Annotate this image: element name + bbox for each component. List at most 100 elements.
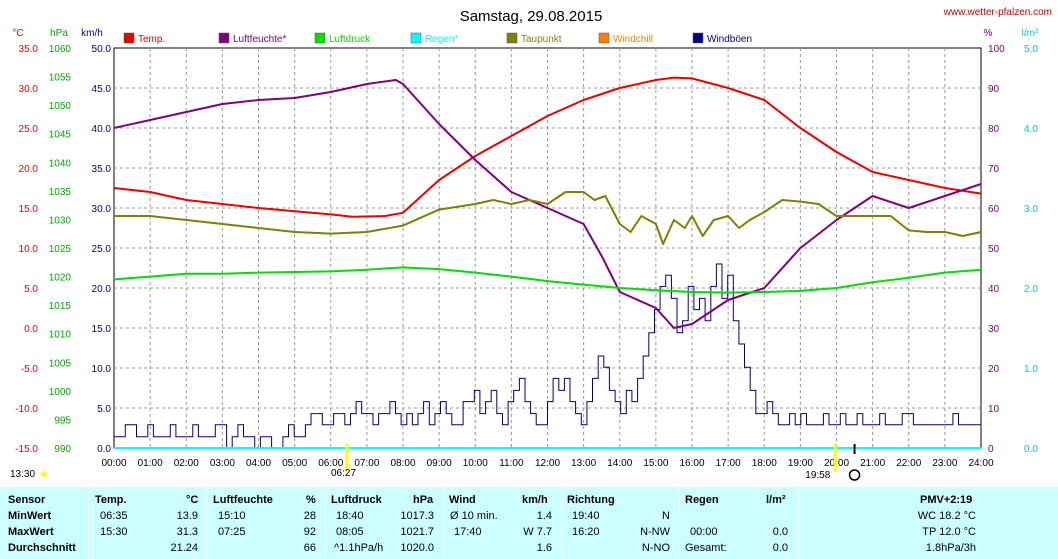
temp-tick-label: 10.0 — [19, 244, 39, 255]
legend-label: Windchill — [613, 34, 653, 45]
chart-title: Samstag, 29.08.2015 — [460, 8, 603, 25]
series-temp — [113, 76, 982, 218]
x-tick-label: 23:00 — [932, 458, 957, 469]
humidity-tick-label: 10 — [988, 404, 1000, 415]
x-tick-label: 04:00 — [246, 458, 271, 469]
min-press: 1017.3 — [400, 510, 434, 522]
humidity-tick-label: 80 — [988, 124, 1000, 135]
pressure-tick-label: 1030 — [49, 215, 72, 226]
humidity-tick-label: 20 — [988, 364, 1000, 375]
wind-tick-label: 20.0 — [92, 284, 112, 295]
rain-tick-label: 3.0 — [1024, 204, 1038, 215]
max-wind-time: 17:40 — [454, 526, 482, 538]
legend-label: Temp. — [138, 34, 165, 45]
max-dir-time: 16:20 — [572, 526, 600, 538]
row-label-avg: Durchschnitt — [8, 542, 76, 554]
rain-tick-label: 5.0 — [1024, 44, 1038, 55]
legend-label: Luftfeuchte* — [233, 34, 286, 45]
legend-swatch — [410, 32, 422, 44]
header-humidity: Luftfeuchte — [213, 494, 273, 506]
x-tick-label: 07:00 — [354, 458, 379, 469]
max-rain-time: 00:00 — [690, 526, 718, 538]
wind-tick-label: 0.0 — [97, 444, 111, 455]
wind-tick-label: 25.0 — [92, 244, 112, 255]
max-press-time: 08:05 — [336, 526, 364, 538]
pressure-tick-label: 1025 — [49, 244, 72, 255]
header-temp-unit: °C — [186, 494, 199, 506]
min-wind-label: Ø 10 min. — [450, 510, 498, 522]
max-rain: 0.0 — [772, 526, 788, 538]
series-taupunkt — [114, 191, 982, 245]
temp-tick-label: -10.0 — [15, 404, 38, 415]
min-hum: 28 — [303, 510, 316, 522]
moonphase-icon — [848, 469, 861, 481]
header-rain: Regen — [685, 494, 719, 506]
pressure-tick-label: 1005 — [49, 358, 72, 369]
pressure-tick-label: 1045 — [49, 130, 72, 141]
x-tick-label: 08:00 — [390, 458, 415, 469]
min-dir-time: 19:40 — [572, 510, 600, 522]
pressure-tick-label: 995 — [54, 415, 71, 426]
pressure-tick-label: 1040 — [49, 158, 72, 169]
x-tick-label: 06:00 — [318, 458, 343, 469]
pressure-tick-label: 1060 — [49, 44, 72, 55]
temp-tick-label: 5.0 — [24, 284, 38, 295]
header-wind: Wind — [449, 494, 476, 506]
header-pressure: Luftdruck — [331, 494, 382, 506]
x-tick-label: 12:00 — [535, 458, 560, 469]
legend-swatch — [506, 32, 518, 44]
humidity-tick-label: 100 — [988, 44, 1005, 55]
min-wind: 1.4 — [536, 510, 552, 522]
temp-tick-label: 20.0 — [19, 164, 39, 175]
temp-tick-label: 25.0 — [19, 124, 39, 135]
wind-tick-label: 35.0 — [92, 164, 112, 175]
legend-label: Windböen — [707, 34, 752, 45]
x-tick-label: 18:00 — [752, 458, 777, 469]
temp-tick-label: 15.0 — [19, 204, 39, 215]
temp-axis-unit: °C — [12, 28, 23, 39]
pressure-tick-label: 1035 — [49, 187, 72, 198]
wind-tick-label: 40.0 — [92, 124, 112, 135]
rain-tick-label: 0.0 — [1024, 444, 1038, 455]
wind-tick-label: 50.0 — [92, 44, 112, 55]
header-sensor: Sensor — [8, 494, 46, 506]
wind-axis-unit: km/h — [81, 28, 103, 39]
x-tick-label: 09:00 — [427, 458, 452, 469]
header-temp: Temp. — [95, 494, 127, 506]
humidity-tick-label: 50 — [988, 244, 1000, 255]
temp-tick-label: -5.0 — [21, 364, 39, 375]
legend-swatch — [314, 32, 326, 44]
x-tick-label: 02:00 — [174, 458, 199, 469]
pmv-windchill: WC 18.2 °C — [917, 510, 976, 522]
pmv-dewpoint: TP 12.0 °C — [922, 526, 976, 538]
pressure-tick-label: 1015 — [49, 301, 72, 312]
legend-swatch — [598, 32, 610, 44]
x-tick-label: 01:00 — [138, 458, 163, 469]
moon-time: 13:30 — [10, 469, 35, 480]
max-hum-time: 07:25 — [218, 526, 246, 538]
wind-tick-label: 5.0 — [97, 404, 111, 415]
header-rain-unit: l/m² — [766, 494, 786, 506]
humidity-tick-label: 90 — [988, 84, 1000, 95]
temp-tick-label: 35.0 — [19, 44, 39, 55]
max-hum: 92 — [303, 526, 316, 538]
moon-icon — [41, 471, 47, 477]
pressure-tick-label: 1020 — [49, 273, 72, 284]
humidity-tick-label: 30 — [988, 324, 1000, 335]
x-tick-label: 19:00 — [788, 458, 813, 469]
rain-tick-label: 2.0 — [1024, 284, 1038, 295]
rain-total-label: Gesamt: — [685, 542, 727, 554]
pressure-tick-label: 1010 — [49, 330, 72, 341]
x-tick-label: 13:00 — [571, 458, 596, 469]
x-tick-label: 00:00 — [101, 458, 126, 469]
max-press: 1021.7 — [400, 526, 434, 538]
wind-tick-label: 15.0 — [92, 324, 112, 335]
row-label-min: MinWert — [8, 510, 52, 522]
max-temp-time: 15:30 — [100, 526, 128, 538]
humidity-tick-label: 0 — [988, 444, 994, 455]
sunset-time: 19:58 — [805, 470, 830, 481]
wind-tick-label: 45.0 — [92, 84, 112, 95]
legend-swatch — [692, 32, 704, 44]
site-url: www.wetter-pfalzen.com — [943, 7, 1052, 18]
max-dir: N-NW — [640, 526, 670, 538]
